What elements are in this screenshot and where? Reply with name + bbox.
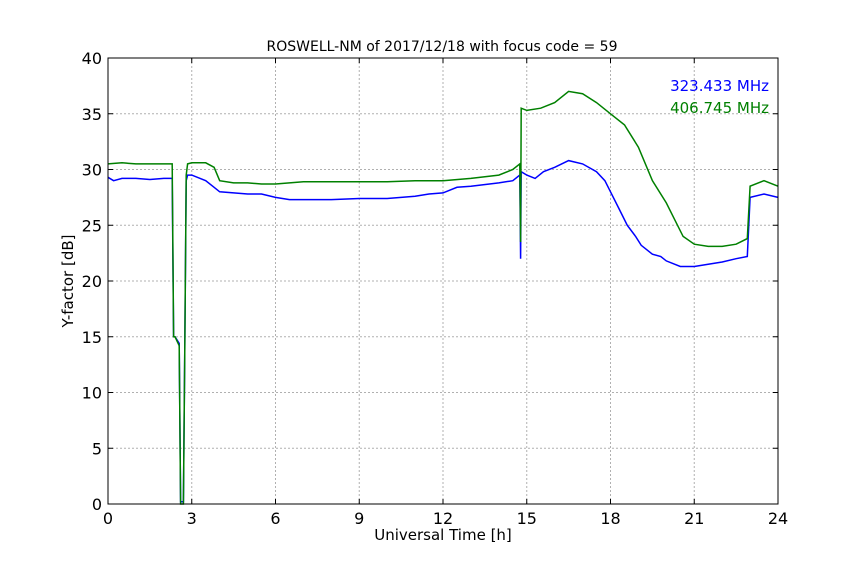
x-tick-label: 3 [187, 509, 197, 528]
y-tick-label: 25 [82, 216, 102, 235]
x-tick-label: 21 [684, 509, 704, 528]
y-tick-label: 0 [92, 495, 102, 514]
legend-entry-1: 323.433 MHz [670, 77, 769, 95]
y-tick-label: 20 [82, 272, 102, 291]
x-tick-label: 24 [768, 509, 788, 528]
x-tick-label: 9 [354, 509, 364, 528]
x-tick-label: 18 [600, 509, 620, 528]
y-axis-label: Y-factor [dB] [59, 234, 77, 328]
y-tick-label: 5 [92, 439, 102, 458]
legend-entry-2: 406.745 MHz [670, 99, 769, 117]
series-line-1 [107, 159, 779, 503]
y-tick-label: 10 [82, 384, 102, 403]
y-tick-label: 35 [82, 105, 102, 124]
chart-title: ROSWELL-NM of 2017/12/18 with focus code… [267, 39, 618, 55]
legend-layer: 323.433 MHz 406.745 MHz [670, 77, 769, 117]
tick-layer: 0 3 6 9 12 15 18 21 24 0 5 10 15 20 25 30 35 40 [82, 49, 789, 528]
x-tick-label: 6 [270, 509, 280, 528]
x-tick-label: 15 [517, 509, 537, 528]
y-tick-label: 15 [82, 328, 102, 347]
y-tick-label: 40 [82, 49, 102, 68]
grid-layer [107, 57, 779, 505]
x-axis-label: Universal Time [h] [374, 526, 512, 544]
x-tick-label: 0 [103, 509, 113, 528]
y-tick-label: 30 [82, 161, 102, 180]
x-tick-label: 12 [433, 509, 453, 528]
